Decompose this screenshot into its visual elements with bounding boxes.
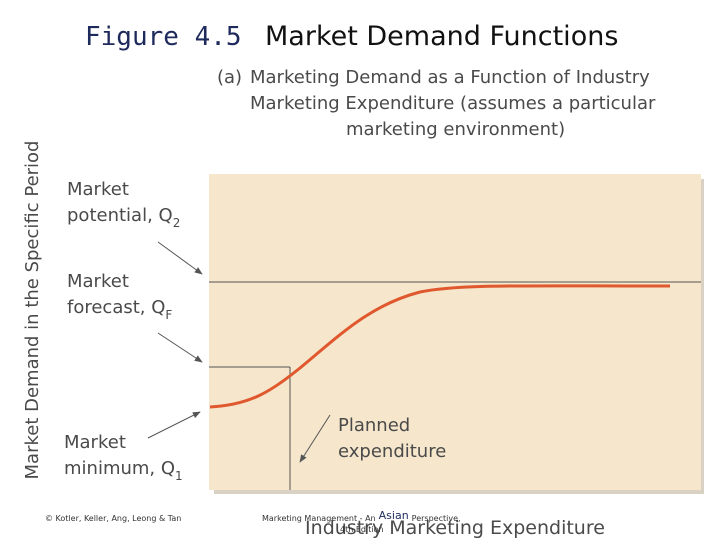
slide-title: Market Demand Functions <box>265 21 618 52</box>
panel-letter: (a) <box>217 67 242 88</box>
x-axis-label: Industry Marketing Expenditure <box>305 517 605 539</box>
book-title-part: Marketing Management - An <box>262 514 376 523</box>
planned-label: expenditure <box>338 441 446 462</box>
demand-curve <box>209 284 671 409</box>
panel-caption: marketing environment) <box>346 119 565 140</box>
potential-label: Market <box>67 179 129 200</box>
book-title-part: Asian <box>379 509 409 522</box>
book-title: Marketing Management - An Asian Perspectiv… <box>262 509 461 523</box>
panel-caption: Marketing Expenditure (assumes a particu… <box>250 93 656 114</box>
potential-label-text: potential, Q <box>67 205 173 226</box>
copyright: © Kotler, Keller, Ang, Leong & Tan <box>45 514 181 523</box>
arrow <box>147 411 201 439</box>
arrow <box>299 414 331 463</box>
minimum-label-text: minimum, Q <box>64 458 175 479</box>
figure-number: Figure 4.5 <box>85 22 242 52</box>
forecast-label: forecast, QF <box>67 297 172 322</box>
minimum-label: Market <box>64 432 126 453</box>
forecast-label: Market <box>67 271 129 292</box>
arrow <box>157 332 203 363</box>
planned-label: Planned <box>338 415 410 436</box>
minimum-label: minimum, Q1 <box>64 458 183 483</box>
book-title-part: Perspective, <box>412 514 461 523</box>
panel-caption: Marketing Demand as a Function of Indust… <box>250 67 650 88</box>
arrow <box>157 241 203 275</box>
plot-area <box>209 174 701 490</box>
potential-subscript: 2 <box>173 216 181 230</box>
forecast-subscript: F <box>165 308 172 322</box>
potential-label: potential, Q2 <box>67 205 180 230</box>
book-edition: 4th Edition <box>340 525 384 534</box>
y-axis-label: Market Demand in the Specific Period <box>22 141 43 480</box>
minimum-subscript: 1 <box>175 469 183 483</box>
forecast-label-text: forecast, Q <box>67 297 165 318</box>
